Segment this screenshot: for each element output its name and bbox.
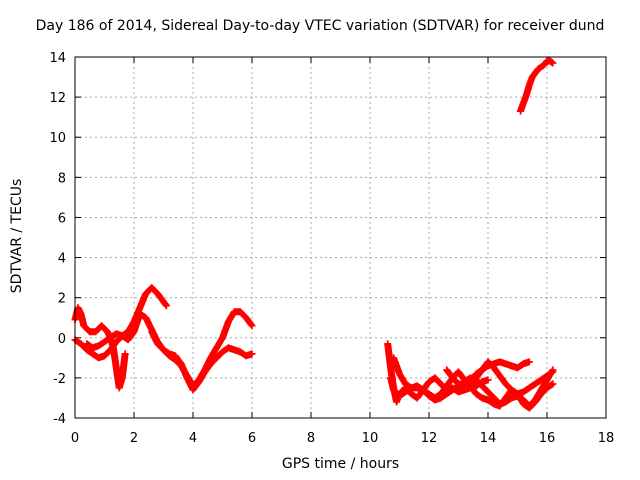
series-s9 [460, 358, 533, 394]
x-tick-label: 0 [71, 431, 79, 446]
y-axis-label: SDTVAR / TECUs [9, 178, 25, 294]
series-s4 [148, 328, 256, 394]
plot-frame [74, 56, 607, 419]
y-tick-label: 0 [58, 332, 66, 347]
grid-layer [75, 57, 606, 418]
x-tick-label: 2 [130, 431, 138, 446]
y-tick-label: 14 [49, 51, 66, 66]
series-trace [461, 358, 532, 393]
series-trace [72, 285, 170, 361]
y-tick-label: 4 [58, 252, 66, 267]
x-tick-label: 8 [307, 431, 315, 446]
y-tick-label: 10 [49, 131, 66, 146]
series-trace [517, 57, 556, 114]
x-tick-label: 4 [189, 431, 197, 446]
y-tick-label: -4 [53, 412, 66, 427]
y-tick-label: 6 [58, 211, 66, 226]
y-tick-label: -2 [53, 372, 66, 387]
x-tick-label: 12 [421, 431, 438, 446]
data-layer [71, 57, 557, 412]
x-tick-label: 18 [598, 431, 615, 446]
x-tick-label: 6 [248, 431, 256, 446]
chart-title: Day 186 of 2014, Sidereal Day-to-day VTE… [35, 18, 605, 34]
x-tick-label: 14 [480, 431, 497, 446]
axes-layer: 0 2 4 6 8 10 12 14 16 18 -4 -2 0 2 4 6 8 10 12 14 [49, 51, 614, 446]
x-tick-label: 16 [539, 431, 556, 446]
y-tick-label: 12 [49, 91, 66, 106]
y-tick-label: 8 [58, 171, 66, 186]
series-s10 [516, 57, 557, 115]
x-axis-label: GPS time / hours [281, 456, 400, 472]
x-tick-label: 10 [362, 431, 379, 446]
y-tick-label: 2 [58, 292, 66, 307]
series-trace [148, 329, 255, 393]
series-trace [390, 355, 556, 409]
